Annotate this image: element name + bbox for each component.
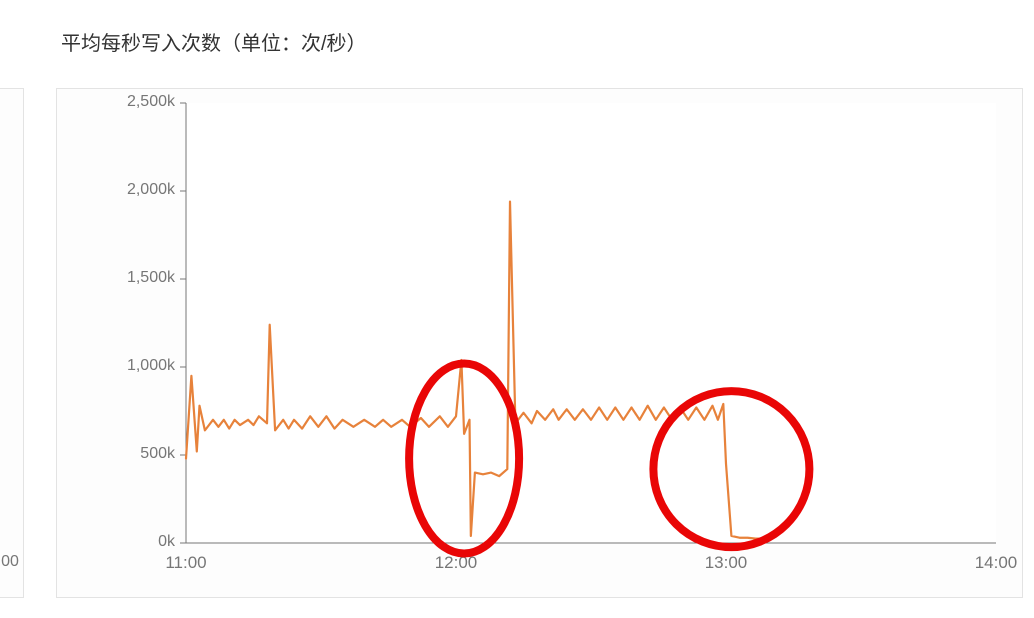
annotation-overlay: [0, 0, 1034, 618]
